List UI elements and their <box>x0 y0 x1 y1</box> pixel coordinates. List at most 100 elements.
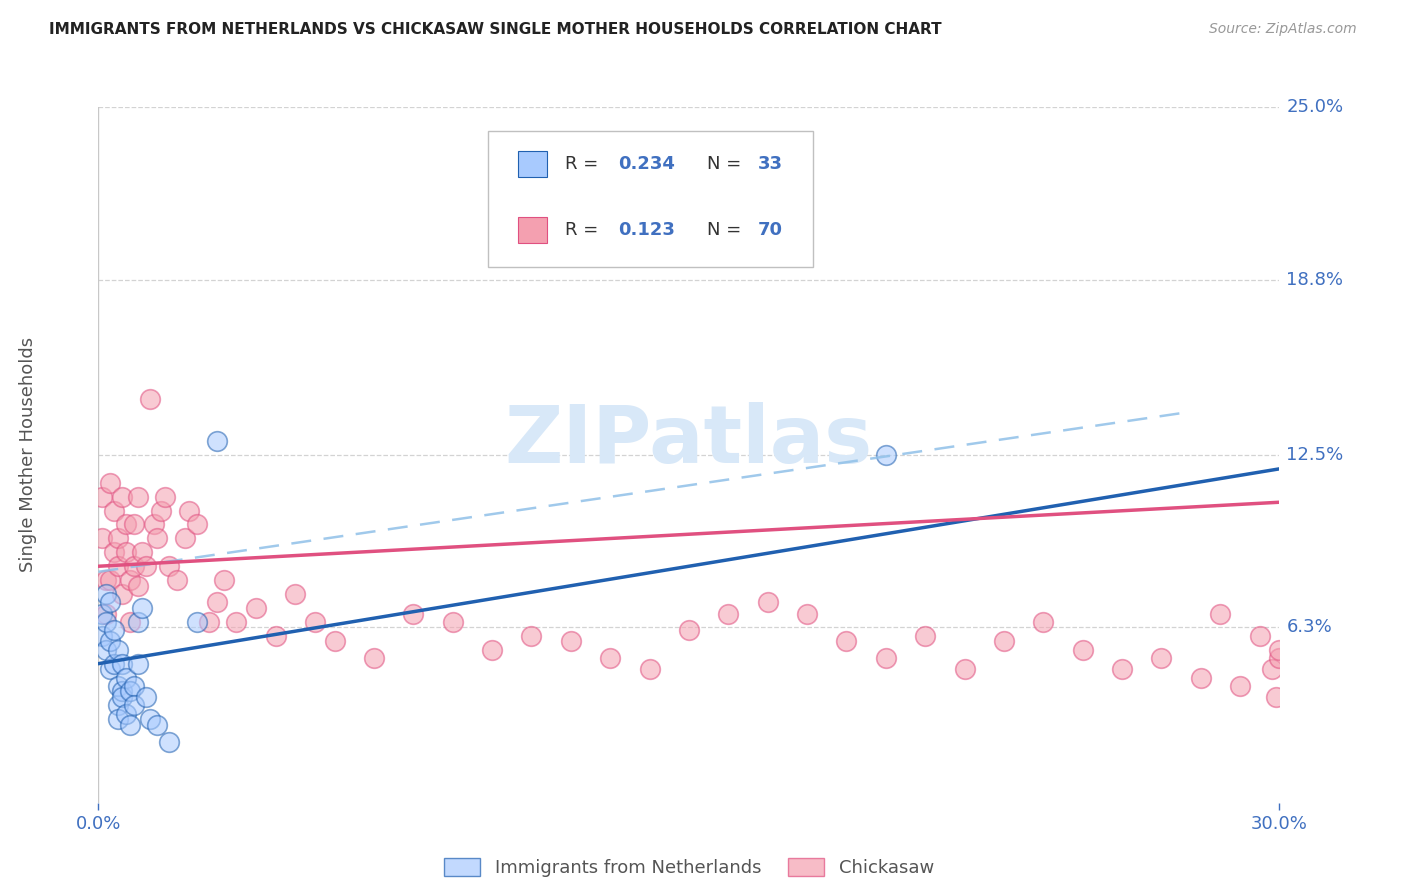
Point <box>186 517 208 532</box>
Point <box>91 490 114 504</box>
Text: Source: ZipAtlas.com: Source: ZipAtlas.com <box>1209 22 1357 37</box>
Point <box>363 651 385 665</box>
Point <box>1260 662 1282 676</box>
Point <box>138 392 160 407</box>
Text: 0.123: 0.123 <box>619 220 675 239</box>
Point <box>96 573 118 587</box>
Text: 6.3%: 6.3% <box>1286 618 1333 637</box>
Point <box>107 698 129 713</box>
Point <box>115 545 138 559</box>
Point <box>835 634 858 648</box>
Point <box>174 532 197 546</box>
Point <box>402 607 425 621</box>
Text: 33: 33 <box>758 154 783 172</box>
Point <box>91 629 114 643</box>
Point <box>107 559 129 574</box>
Point <box>150 503 173 517</box>
Point <box>166 573 188 587</box>
Point <box>678 624 700 638</box>
Point <box>875 448 897 462</box>
Point <box>118 615 141 629</box>
FancyBboxPatch shape <box>488 131 813 267</box>
Point <box>304 615 326 629</box>
Point <box>111 684 134 698</box>
Point <box>717 607 740 621</box>
Point <box>157 559 180 574</box>
Point <box>638 662 661 676</box>
Point <box>98 573 121 587</box>
Point <box>107 712 129 726</box>
Point <box>142 517 165 532</box>
Point <box>1268 651 1291 665</box>
Point <box>111 490 134 504</box>
Point <box>1264 690 1286 704</box>
Point <box>127 615 149 629</box>
Point <box>177 503 200 517</box>
Point <box>122 517 145 532</box>
Point <box>118 684 141 698</box>
Point <box>1189 671 1212 685</box>
Point <box>520 629 543 643</box>
Point <box>115 671 138 685</box>
Point <box>1150 651 1173 665</box>
Text: N =: N = <box>707 220 747 239</box>
Point <box>91 607 114 621</box>
Point <box>953 662 976 676</box>
Text: 12.5%: 12.5% <box>1286 446 1344 464</box>
Point <box>103 657 125 671</box>
Point <box>115 517 138 532</box>
Point <box>118 718 141 732</box>
Point <box>118 573 141 587</box>
Point <box>225 615 247 629</box>
Point <box>1229 679 1251 693</box>
Point <box>481 642 503 657</box>
Point <box>599 651 621 665</box>
Point <box>127 490 149 504</box>
Point <box>1268 642 1291 657</box>
Point <box>122 559 145 574</box>
Text: IMMIGRANTS FROM NETHERLANDS VS CHICKASAW SINGLE MOTHER HOUSEHOLDS CORRELATION CH: IMMIGRANTS FROM NETHERLANDS VS CHICKASAW… <box>49 22 942 37</box>
Point <box>146 532 169 546</box>
Text: 18.8%: 18.8% <box>1286 270 1344 289</box>
Point <box>186 615 208 629</box>
Point <box>115 706 138 721</box>
Point <box>146 718 169 732</box>
Point <box>98 595 121 609</box>
Point <box>135 559 157 574</box>
Legend: Immigrants from Netherlands, Chickasaw: Immigrants from Netherlands, Chickasaw <box>437 850 941 884</box>
Point <box>107 642 129 657</box>
Point <box>103 503 125 517</box>
Point <box>98 662 121 676</box>
Point <box>127 657 149 671</box>
Point <box>131 545 153 559</box>
Point <box>914 629 936 643</box>
Point <box>111 587 134 601</box>
Point <box>323 634 346 648</box>
Point <box>96 607 118 621</box>
Point <box>1249 629 1271 643</box>
Point <box>560 634 582 648</box>
Point <box>122 679 145 693</box>
Text: ZIPatlas: ZIPatlas <box>505 402 873 480</box>
Point <box>1032 615 1054 629</box>
Point <box>155 490 177 504</box>
Point <box>122 698 145 713</box>
Point <box>107 532 129 546</box>
Bar <box>517 151 547 177</box>
Text: 25.0%: 25.0% <box>1286 98 1344 116</box>
Point <box>131 601 153 615</box>
Point <box>111 690 134 704</box>
Point <box>205 595 228 609</box>
Point <box>284 587 307 601</box>
Point <box>135 690 157 704</box>
Point <box>1111 662 1133 676</box>
Text: Single Mother Households: Single Mother Households <box>18 337 37 573</box>
Point <box>441 615 464 629</box>
Point <box>1209 607 1232 621</box>
Point <box>96 642 118 657</box>
Point <box>91 532 114 546</box>
Point <box>103 624 125 638</box>
Text: R =: R = <box>565 154 605 172</box>
Text: N =: N = <box>707 154 747 172</box>
Point <box>103 545 125 559</box>
